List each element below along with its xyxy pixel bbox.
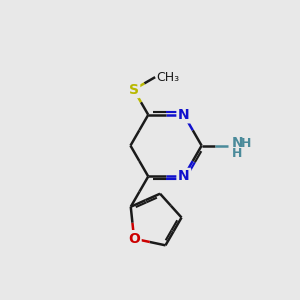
Text: S: S: [129, 82, 139, 97]
Text: H: H: [232, 147, 242, 160]
Text: N: N: [178, 108, 190, 122]
Text: CH₃: CH₃: [157, 71, 180, 84]
Text: O: O: [128, 232, 140, 246]
Text: H: H: [241, 137, 251, 150]
Text: N: N: [178, 169, 190, 183]
Text: N: N: [232, 136, 243, 150]
